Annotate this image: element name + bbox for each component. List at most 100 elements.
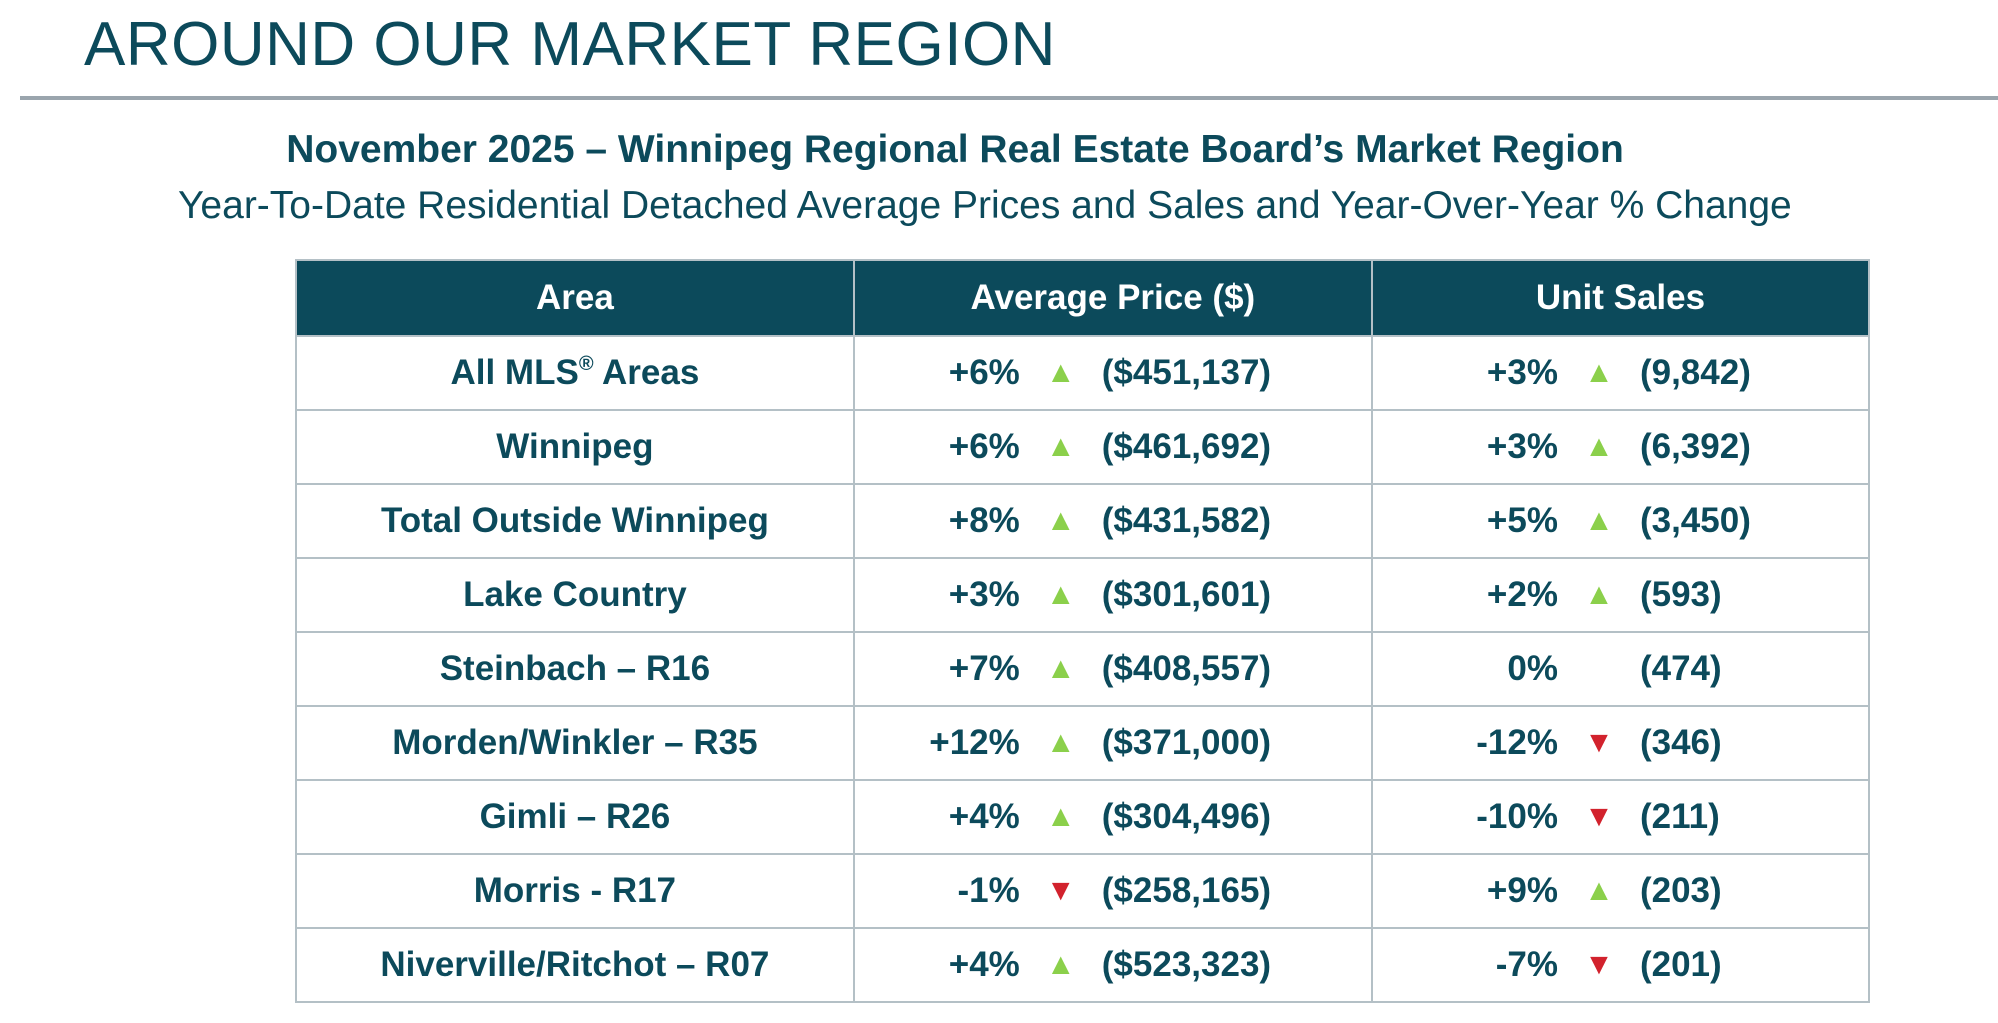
down-arrow-icon: ▼ [1584,800,1614,833]
up-arrow-icon: ▲ [1045,578,1076,611]
price-percent-change: +3% [948,575,1020,614]
average-price-cell: +8% ▲ ($431,582) [852,483,1373,559]
area-cell: Morden/Winkler – R35 [295,705,855,781]
registered-mark: ® [578,353,594,375]
table-row: Gimli – R26 +4% ▲ ($304,496) -10% ▼ (211) [295,779,1871,855]
price-percent-change: +12% [929,723,1020,762]
sales-value: (346) [1639,723,1722,762]
sales-value: (6,392) [1639,427,1751,466]
average-price-cell: +12% ▲ ($371,000) [852,705,1373,781]
area-name: All MLS [450,353,579,392]
unit-sales-cell: +2% ▲ (593) [1370,557,1871,633]
average-price-cell: +4% ▲ ($523,323) [852,927,1373,1003]
price-percent-change: +4% [948,797,1020,836]
area-cell: Gimli – R26 [295,779,855,855]
no-change-icon: ▲ [1558,652,1640,686]
table-row: Winnipeg +6% ▲ ($461,692) +3% ▲ (6,392) [295,409,1871,485]
table-row: Morris - R17 -1% ▼ ($258,165) +9% ▲ (203) [295,853,1871,929]
market-table: Area Average Price ($) Unit Sales All ML… [295,259,1871,1003]
unit-sales-cell: -7% ▼ (201) [1370,927,1871,1003]
sales-value: (3,450) [1639,501,1751,540]
price-value: ($451,137) [1101,353,1272,392]
table-header-row: Area Average Price ($) Unit Sales [295,259,1871,337]
area-cell: Total Outside Winnipeg [295,483,855,559]
unit-sales-cell: -12% ▼ (346) [1370,705,1871,781]
up-arrow-icon: ▲ [1045,652,1076,685]
average-price-cell: +6% ▲ ($451,137) [852,335,1373,411]
up-arrow-icon: ▲ [1045,726,1076,759]
up-arrow-icon: ▲ [1584,356,1614,389]
up-arrow-icon: ▲ [1045,356,1076,389]
average-price-cell: -1% ▼ ($258,165) [852,853,1373,929]
sales-percent-change: 0% [1507,649,1558,688]
table-row: Steinbach – R16 +7% ▲ ($408,557) 0%▲(474) [295,631,1871,707]
unit-sales-cell: -10% ▼ (211) [1370,779,1871,855]
area-name: Niverville/Ritchot – R07 [380,945,770,984]
down-arrow-icon: ▼ [1584,948,1614,981]
price-percent-change: +6% [948,353,1020,392]
price-value: ($523,323) [1101,945,1272,984]
area-name: Morden/Winkler – R35 [392,723,758,762]
table-row: Total Outside Winnipeg +8% ▲ ($431,582) +5% ▲… [295,483,1871,559]
sales-percent-change: +2% [1486,575,1558,614]
report-subheading: Year-To-Date Residential Detached Averag… [178,184,1792,227]
unit-sales-cell: 0%▲(474) [1370,631,1871,707]
sales-value: (201) [1639,945,1722,984]
price-percent-change: +6% [948,427,1020,466]
price-percent-change: +7% [948,649,1020,688]
header-area: Area [295,259,855,337]
unit-sales-cell: +5% ▲ (3,450) [1370,483,1871,559]
sales-percent-change: +3% [1486,353,1558,392]
average-price-cell: +4% ▲ ($304,496) [852,779,1373,855]
area-name: Winnipeg [496,427,654,466]
sales-percent-change: +5% [1486,501,1558,540]
area-name: Total Outside Winnipeg [380,501,769,540]
down-arrow-icon: ▼ [1584,726,1614,759]
up-arrow-icon: ▲ [1584,578,1614,611]
unit-sales-cell: +3% ▲ (9,842) [1370,335,1871,411]
price-value: ($461,692) [1101,427,1272,466]
price-value: ($408,557) [1101,649,1272,688]
title-divider [20,96,1998,100]
sales-value: (593) [1639,575,1722,614]
area-cell: Steinbach – R16 [295,631,855,707]
price-value: ($304,496) [1101,797,1272,836]
sales-value: (203) [1639,871,1722,910]
area-name: Lake Country [463,575,687,614]
up-arrow-icon: ▲ [1584,504,1614,537]
area-name: Morris - R17 [473,871,677,910]
area-name-suffix: Areas [593,353,700,392]
sales-percent-change: +9% [1486,871,1558,910]
up-arrow-icon: ▲ [1584,430,1614,463]
up-arrow-icon: ▲ [1045,800,1076,833]
price-value: ($258,165) [1101,871,1272,910]
table-row: All MLS® Areas +6% ▲ ($451,137) +3% ▲ (9,842) [295,335,1871,411]
area-name: Gimli – R26 [479,797,671,836]
sales-value: (211) [1639,797,1720,836]
area-name: Steinbach – R16 [439,649,711,688]
sales-value: (9,842) [1639,353,1751,392]
down-arrow-icon: ▼ [1045,874,1076,907]
up-arrow-icon: ▲ [1045,504,1076,537]
area-cell: Niverville/Ritchot – R07 [295,927,855,1003]
up-arrow-icon: ▲ [1045,430,1076,463]
price-percent-change: +4% [948,945,1020,984]
average-price-cell: +6% ▲ ($461,692) [852,409,1373,485]
sales-percent-change: -7% [1495,945,1558,984]
table-row: Morden/Winkler – R35 +12% ▲ ($371,000) -12% ▼… [295,705,1871,781]
area-cell: Morris - R17 [295,853,855,929]
unit-sales-cell: +9% ▲ (203) [1370,853,1871,929]
area-cell: Winnipeg [295,409,855,485]
sales-percent-change: +3% [1486,427,1558,466]
unit-sales-cell: +3% ▲ (6,392) [1370,409,1871,485]
area-cell: Lake Country [295,557,855,633]
price-value: ($371,000) [1101,723,1272,762]
average-price-cell: +3% ▲ ($301,601) [852,557,1373,633]
table-row: Lake Country +3% ▲ ($301,601) +2% ▲ (593) [295,557,1871,633]
price-percent-change: -1% [957,871,1020,910]
table-row: Niverville/Ritchot – R07 +4% ▲ ($523,323) -7… [295,927,1871,1003]
sales-percent-change: -10% [1476,797,1558,836]
report-heading: November 2025 – Winnipeg Regional Real E… [286,128,1624,171]
up-arrow-icon: ▲ [1584,874,1614,907]
price-value: ($431,582) [1101,501,1272,540]
